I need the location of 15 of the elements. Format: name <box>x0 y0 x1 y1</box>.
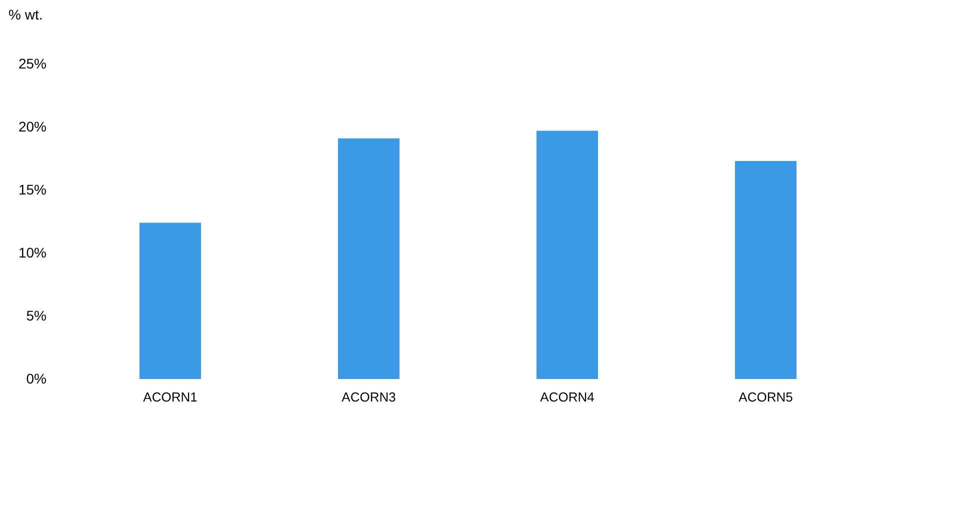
y-tick-label: 10% <box>18 244 46 260</box>
y-tick-label: 15% <box>18 182 46 198</box>
x-tick-label: ACORN4 <box>540 390 594 404</box>
bar <box>139 222 202 379</box>
x-tick-label: ACORN5 <box>738 390 793 404</box>
y-axis-title: % wt. <box>8 6 43 22</box>
bar <box>338 138 400 379</box>
y-tick-label: 0% <box>26 370 46 386</box>
x-tick-label: ACORN3 <box>342 390 396 404</box>
bar <box>536 130 598 379</box>
x-tick-label: ACORN1 <box>143 390 198 404</box>
y-tick-label: 25% <box>18 56 46 72</box>
y-tick-label: 5% <box>26 308 46 324</box>
y-tick-label: 20% <box>18 118 46 134</box>
bar <box>734 161 797 379</box>
